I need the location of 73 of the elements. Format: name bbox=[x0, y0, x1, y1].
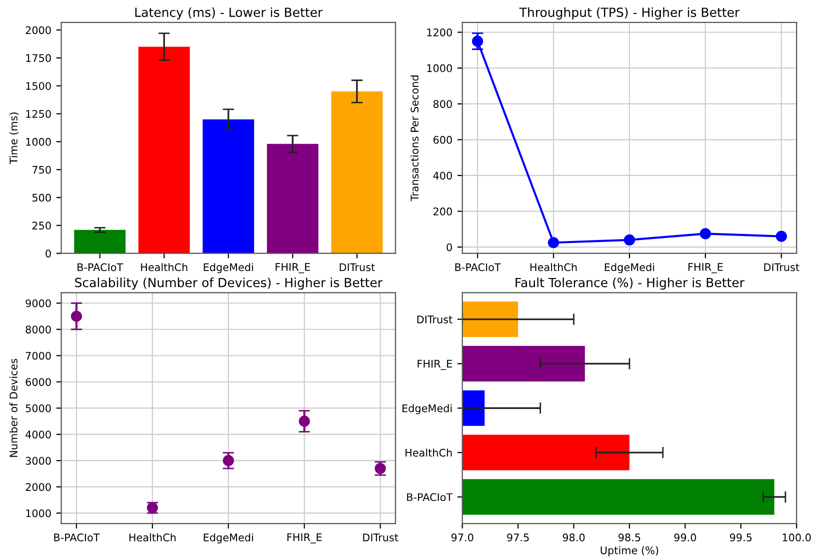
bar bbox=[266, 144, 318, 254]
y-tick-label: 250 bbox=[32, 222, 51, 230]
y-tick-label: 1000 bbox=[427, 64, 452, 72]
x-tick-label: B-PACIoT bbox=[54, 534, 100, 542]
y-tick-label: 1750 bbox=[26, 54, 51, 62]
bar bbox=[202, 119, 254, 254]
x-tick-label: B-PACIoT bbox=[455, 263, 501, 272]
point bbox=[548, 237, 560, 248]
x-tick-label: FHIR_E bbox=[287, 533, 322, 544]
bar bbox=[74, 230, 126, 254]
y-axis-title: Number of Devices bbox=[9, 358, 18, 457]
y-tick-label: 1000 bbox=[26, 138, 51, 146]
y-tick-label: 1500 bbox=[26, 82, 51, 90]
point bbox=[624, 234, 636, 246]
bar bbox=[138, 46, 190, 254]
point bbox=[70, 310, 82, 322]
y-tick-label: 9000 bbox=[26, 299, 51, 308]
x-tick-label: EdgeMedi bbox=[604, 263, 654, 274]
x-tick-label: FHIR_E bbox=[276, 263, 310, 274]
x-tick-label: 98.0 bbox=[562, 534, 585, 542]
bar bbox=[331, 91, 383, 254]
x-tick-label: DITrust bbox=[363, 534, 398, 542]
x-tick-label: DITrust bbox=[764, 263, 800, 272]
x-tick-label: DITrust bbox=[340, 263, 375, 272]
point bbox=[222, 455, 234, 466]
x-tick-label: HealthCh bbox=[141, 263, 188, 272]
y-tick-label: 750 bbox=[32, 166, 51, 174]
y-tick-label: 7000 bbox=[26, 352, 51, 360]
y-tick-label: 8000 bbox=[26, 326, 51, 334]
x-tick-label: 98.5 bbox=[618, 534, 640, 542]
y-tick-label: 2000 bbox=[26, 26, 51, 34]
y-tick-label: 1250 bbox=[26, 110, 51, 118]
y-tick-label: 4000 bbox=[26, 430, 51, 438]
point bbox=[776, 230, 787, 242]
x-tick-label: 97.5 bbox=[507, 534, 529, 542]
y-tick-label: HealthCh bbox=[406, 448, 452, 457]
point bbox=[472, 36, 484, 47]
x-tick-label: 100.0 bbox=[782, 534, 811, 542]
x-tick-label: EdgeMedi bbox=[204, 263, 253, 274]
x-tick-label: HealthCh bbox=[530, 263, 577, 272]
y-tick-label: 1200 bbox=[427, 28, 452, 36]
y-tick-label: 600 bbox=[433, 136, 452, 144]
x-tick-label: FHIR_E bbox=[688, 263, 723, 274]
chart-title: Throughput (TPS) - Higher is Better bbox=[519, 7, 740, 20]
y-axis-title: Time (ms) bbox=[9, 112, 19, 164]
y-tick-label: 0 bbox=[46, 250, 51, 258]
y-tick-label: 5000 bbox=[26, 404, 51, 412]
x-tick-label: B-PACIoT bbox=[78, 263, 124, 272]
chart-title: Scalability (Number of Devices) - Higher is Better bbox=[75, 278, 383, 290]
x-tick-label: 99.0 bbox=[674, 534, 696, 542]
x-axis-title: Uptime (%) bbox=[600, 546, 658, 556]
y-tick-label: 1000 bbox=[26, 509, 51, 518]
y-tick-label: 400 bbox=[433, 172, 452, 180]
y-tick-label: 6000 bbox=[26, 378, 51, 386]
chart-title: Latency (ms) - Lower is Better bbox=[135, 7, 323, 20]
y-tick-label: 800 bbox=[433, 100, 452, 108]
y-tick-label: 0 bbox=[446, 243, 452, 252]
y-tick-label: DITrust bbox=[417, 316, 452, 324]
x-tick-label: 97.0 bbox=[451, 534, 474, 542]
x-tick-label: EdgeMedi bbox=[204, 533, 253, 544]
chart-title: Fault Tolerance (%) - Higher is Better bbox=[516, 278, 744, 290]
x-tick-label: HealthCh bbox=[129, 533, 176, 542]
point bbox=[700, 228, 711, 240]
y-tick-label: 500 bbox=[32, 194, 51, 202]
y-axis-title: Transactions Per Second bbox=[410, 76, 419, 202]
y-tick-label: B-PACIoT bbox=[407, 493, 453, 502]
y-tick-label: FHIR_E bbox=[418, 360, 452, 370]
x-tick-label: 99.5 bbox=[730, 534, 752, 542]
y-tick-label: EdgeMedi bbox=[402, 404, 452, 414]
y-tick-label: 3000 bbox=[26, 456, 51, 465]
point bbox=[298, 416, 310, 427]
y-tick-label: 200 bbox=[434, 208, 452, 216]
y-tick-label: 2000 bbox=[26, 483, 51, 491]
